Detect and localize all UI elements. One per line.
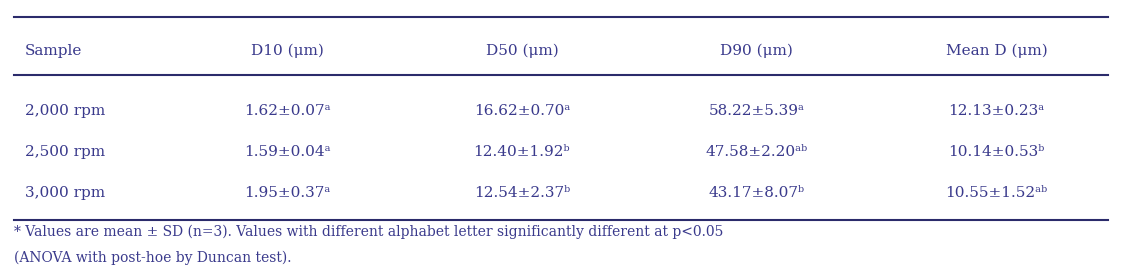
Text: 43.17±8.07ᵇ: 43.17±8.07ᵇ — [708, 186, 804, 200]
Text: 16.62±0.70ᵃ: 16.62±0.70ᵃ — [473, 104, 570, 118]
Text: 2,000 rpm: 2,000 rpm — [25, 104, 105, 118]
Text: 47.58±2.20ᵃᵇ: 47.58±2.20ᵃᵇ — [706, 145, 808, 159]
Text: 10.55±1.52ᵃᵇ: 10.55±1.52ᵃᵇ — [946, 186, 1048, 200]
Text: Mean D (μm): Mean D (μm) — [946, 44, 1047, 58]
Text: 3,000 rpm: 3,000 rpm — [25, 186, 105, 200]
Text: * Values are mean ± SD (n=3). Values with different alphabet letter significantl: * Values are mean ± SD (n=3). Values wit… — [13, 225, 724, 239]
Text: D10 (μm): D10 (μm) — [251, 44, 324, 58]
Text: 12.40±1.92ᵇ: 12.40±1.92ᵇ — [473, 145, 570, 159]
Text: 58.22±5.39ᵃ: 58.22±5.39ᵃ — [708, 104, 804, 118]
Text: 10.14±0.53ᵇ: 10.14±0.53ᵇ — [948, 145, 1045, 159]
Text: 12.13±0.23ᵃ: 12.13±0.23ᵃ — [948, 104, 1045, 118]
Text: 2,500 rpm: 2,500 rpm — [25, 145, 105, 159]
Text: D50 (μm): D50 (μm) — [486, 44, 559, 58]
Text: Sample: Sample — [25, 44, 83, 58]
Text: 1.95±0.37ᵃ: 1.95±0.37ᵃ — [245, 186, 331, 200]
Text: 12.54±2.37ᵇ: 12.54±2.37ᵇ — [473, 186, 570, 200]
Text: 1.59±0.04ᵃ: 1.59±0.04ᵃ — [245, 145, 331, 159]
Text: D90 (μm): D90 (μm) — [720, 44, 793, 58]
Text: 1.62±0.07ᵃ: 1.62±0.07ᵃ — [245, 104, 331, 118]
Text: (ANOVA with post-hoe by Duncan test).: (ANOVA with post-hoe by Duncan test). — [13, 251, 292, 265]
